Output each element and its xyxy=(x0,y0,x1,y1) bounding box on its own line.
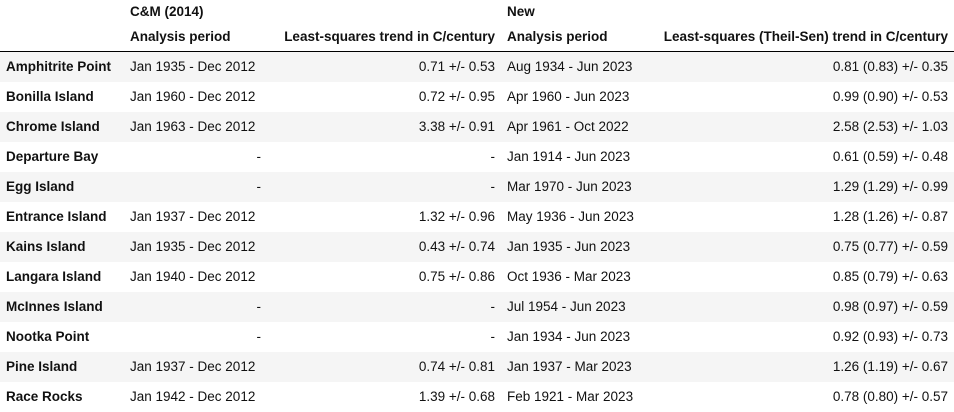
station-name-cell: Bonilla Island xyxy=(6,89,94,104)
new-analysis-period-cell: Feb 1921 - Mar 2023 xyxy=(507,389,634,404)
table-row: Langara Island Jan 1940 - Dec 2012 0.75 +/… xyxy=(0,261,954,292)
new-analysis-period-cell: Mar 1970 - Jun 2023 xyxy=(507,179,632,194)
table-row: Departure Bay - - Jan 1914 - Jun 2023 0.61 (… xyxy=(0,141,954,172)
table-row: Entrance Island Jan 1937 - Dec 2012 1.32 +… xyxy=(0,201,954,232)
new-trend-cell: 1.29 (1.29) +/- 0.99 xyxy=(832,179,949,194)
station-name-cell: Kains Island xyxy=(6,239,86,254)
new-analysis-period-cell: Jul 1954 - Jun 2023 xyxy=(507,299,626,314)
cm-trend-cell: - xyxy=(490,329,496,344)
header-station-group-cell xyxy=(0,0,124,21)
group-header-new: New xyxy=(507,4,535,19)
new-trend-cell: 0.81 (0.83) +/- 0.35 xyxy=(832,59,949,75)
cm-trend-cell: 0.43 +/- 0.74 xyxy=(418,239,495,254)
new-analysis-period-cell: May 1936 - Jun 2023 xyxy=(507,209,634,224)
station-name-cell: Langara Island xyxy=(6,269,102,284)
station-name-cell: Entrance Island xyxy=(6,209,107,224)
new-trend-cell: 0.98 (0.97) +/- 0.59 xyxy=(832,299,949,314)
column-header-cm-trend: Least-squares trend in C/century xyxy=(267,21,501,52)
new-trend-cell: 1.28 (1.26) +/- 0.87 xyxy=(832,209,949,224)
column-header-station xyxy=(0,21,124,52)
table-row: McInnes Island - - Jul 1954 - Jun 2023 0.98 … xyxy=(0,291,954,322)
cm-analysis-period-cell: - xyxy=(256,299,262,314)
cm-analysis-period-cell: Jan 1935 - Dec 2012 xyxy=(130,59,256,75)
station-name-cell: Amphitrite Point xyxy=(6,59,111,75)
cm-trend-cell: 0.72 +/- 0.95 xyxy=(418,89,495,104)
new-trend-cell: 0.78 (0.80) +/- 0.57 xyxy=(832,389,949,404)
new-trend-cell: 0.61 (0.59) +/- 0.48 xyxy=(832,149,949,164)
cm-trend-cell: - xyxy=(490,149,496,164)
cm-analysis-period-cell: Jan 1940 - Dec 2012 xyxy=(130,269,256,284)
column-header-new-analysis-period: Analysis period xyxy=(501,21,645,52)
cm-trend-cell: 0.75 +/- 0.86 xyxy=(418,269,495,284)
cm-trend-cell: 1.32 +/- 0.96 xyxy=(418,209,495,224)
cm-analysis-period-cell: - xyxy=(256,329,262,344)
cm-analysis-period-cell: Jan 1963 - Dec 2012 xyxy=(130,119,256,134)
cm-trend-cell: 0.74 +/- 0.81 xyxy=(418,359,495,374)
table-row: Chrome Island Jan 1963 - Dec 2012 3.38 +/-… xyxy=(0,111,954,142)
new-analysis-period-cell: Oct 1936 - Mar 2023 xyxy=(507,269,631,284)
station-name-cell: Pine Island xyxy=(6,359,78,374)
cm-analysis-period-cell: Jan 1960 - Dec 2012 xyxy=(130,89,256,104)
station-name-cell: Departure Bay xyxy=(6,149,99,164)
column-header-cm-analysis-period: Analysis period xyxy=(124,21,267,52)
header-column-row: Analysis period Least-squares trend in C… xyxy=(0,21,954,52)
table-row: Bonilla Island Jan 1960 - Dec 2012 0.72 +/… xyxy=(0,81,954,112)
cm-analysis-period-cell: - xyxy=(256,179,262,194)
table-row: Pine Island Jan 1937 - Dec 2012 0.74 +/- 0… xyxy=(0,351,954,382)
cm-trend-cell: 0.71 +/- 0.53 xyxy=(418,59,495,75)
cm-analysis-period-cell: Jan 1935 - Dec 2012 xyxy=(130,239,256,254)
station-name-cell: Race Rocks xyxy=(6,389,83,404)
new-trend-cell: 1.26 (1.19) +/- 0.67 xyxy=(832,359,949,374)
table-row: Kains Island Jan 1935 - Dec 2012 0.43 +/- … xyxy=(0,231,954,262)
column-header-new-trend: Least-squares (Theil-Sen) trend in C/cen… xyxy=(645,21,954,52)
table-row: Nootka Point - - Jan 1934 - Jun 2023 0.92 (0… xyxy=(0,321,954,352)
cm-analysis-period-cell: Jan 1942 - Dec 2012 xyxy=(130,389,256,404)
station-name-cell: Chrome Island xyxy=(6,119,100,134)
header-group-row: C&M (2014) New xyxy=(0,0,954,21)
group-header-cm-2014: C&M (2014) xyxy=(130,4,204,19)
new-trend-cell: 0.85 (0.79) +/- 0.63 xyxy=(832,269,949,284)
new-trend-cell: 0.75 (0.77) +/- 0.59 xyxy=(832,239,949,254)
new-analysis-period-cell: Jan 1934 - Jun 2023 xyxy=(507,329,631,344)
table-row: Amphitrite Point Jan 1935 - Dec 2012 0.71 … xyxy=(0,51,954,82)
station-name-cell: McInnes Island xyxy=(6,299,103,314)
cm-analysis-period-cell: - xyxy=(256,149,262,164)
cm-analysis-period-cell: Jan 1937 - Dec 2012 xyxy=(130,209,256,224)
station-name-cell: Egg Island xyxy=(6,179,75,194)
new-analysis-period-cell: Aug 1934 - Jun 2023 xyxy=(507,59,633,75)
table-row: Egg Island - - Mar 1970 - Jun 2023 1.29 (1.2… xyxy=(0,171,954,202)
station-name-cell: Nootka Point xyxy=(6,329,90,344)
cm-analysis-period-cell: Jan 1937 - Dec 2012 xyxy=(130,359,256,374)
cm-trend-cell: 1.39 +/- 0.68 xyxy=(418,389,495,404)
cm-trend-cell: 3.38 +/- 0.91 xyxy=(418,119,495,134)
new-trend-cell: 2.58 (2.53) +/- 1.03 xyxy=(832,119,949,134)
new-analysis-period-cell: Jan 1935 - Jun 2023 xyxy=(507,239,631,254)
new-analysis-period-cell: Apr 1961 - Oct 2022 xyxy=(507,119,629,134)
table-row: Race Rocks Jan 1942 - Dec 2012 1.39 +/- 0.… xyxy=(0,381,954,412)
new-analysis-period-cell: Jan 1914 - Jun 2023 xyxy=(507,149,631,164)
cm-trend-cell: - xyxy=(490,299,496,314)
table-body: Amphitrite Point Jan 1935 - Dec 2012 0.71 … xyxy=(0,51,954,412)
new-trend-cell: 0.92 (0.93) +/- 0.73 xyxy=(832,329,949,344)
new-analysis-period-cell: Jan 1937 - Mar 2023 xyxy=(507,359,632,374)
cm-trend-cell: - xyxy=(490,179,496,194)
new-analysis-period-cell: Apr 1960 - Jun 2023 xyxy=(507,89,630,104)
table-header: C&M (2014) New Analysis period Least-squ… xyxy=(0,0,954,52)
new-trend-cell: 0.99 (0.90) +/- 0.53 xyxy=(832,89,949,104)
